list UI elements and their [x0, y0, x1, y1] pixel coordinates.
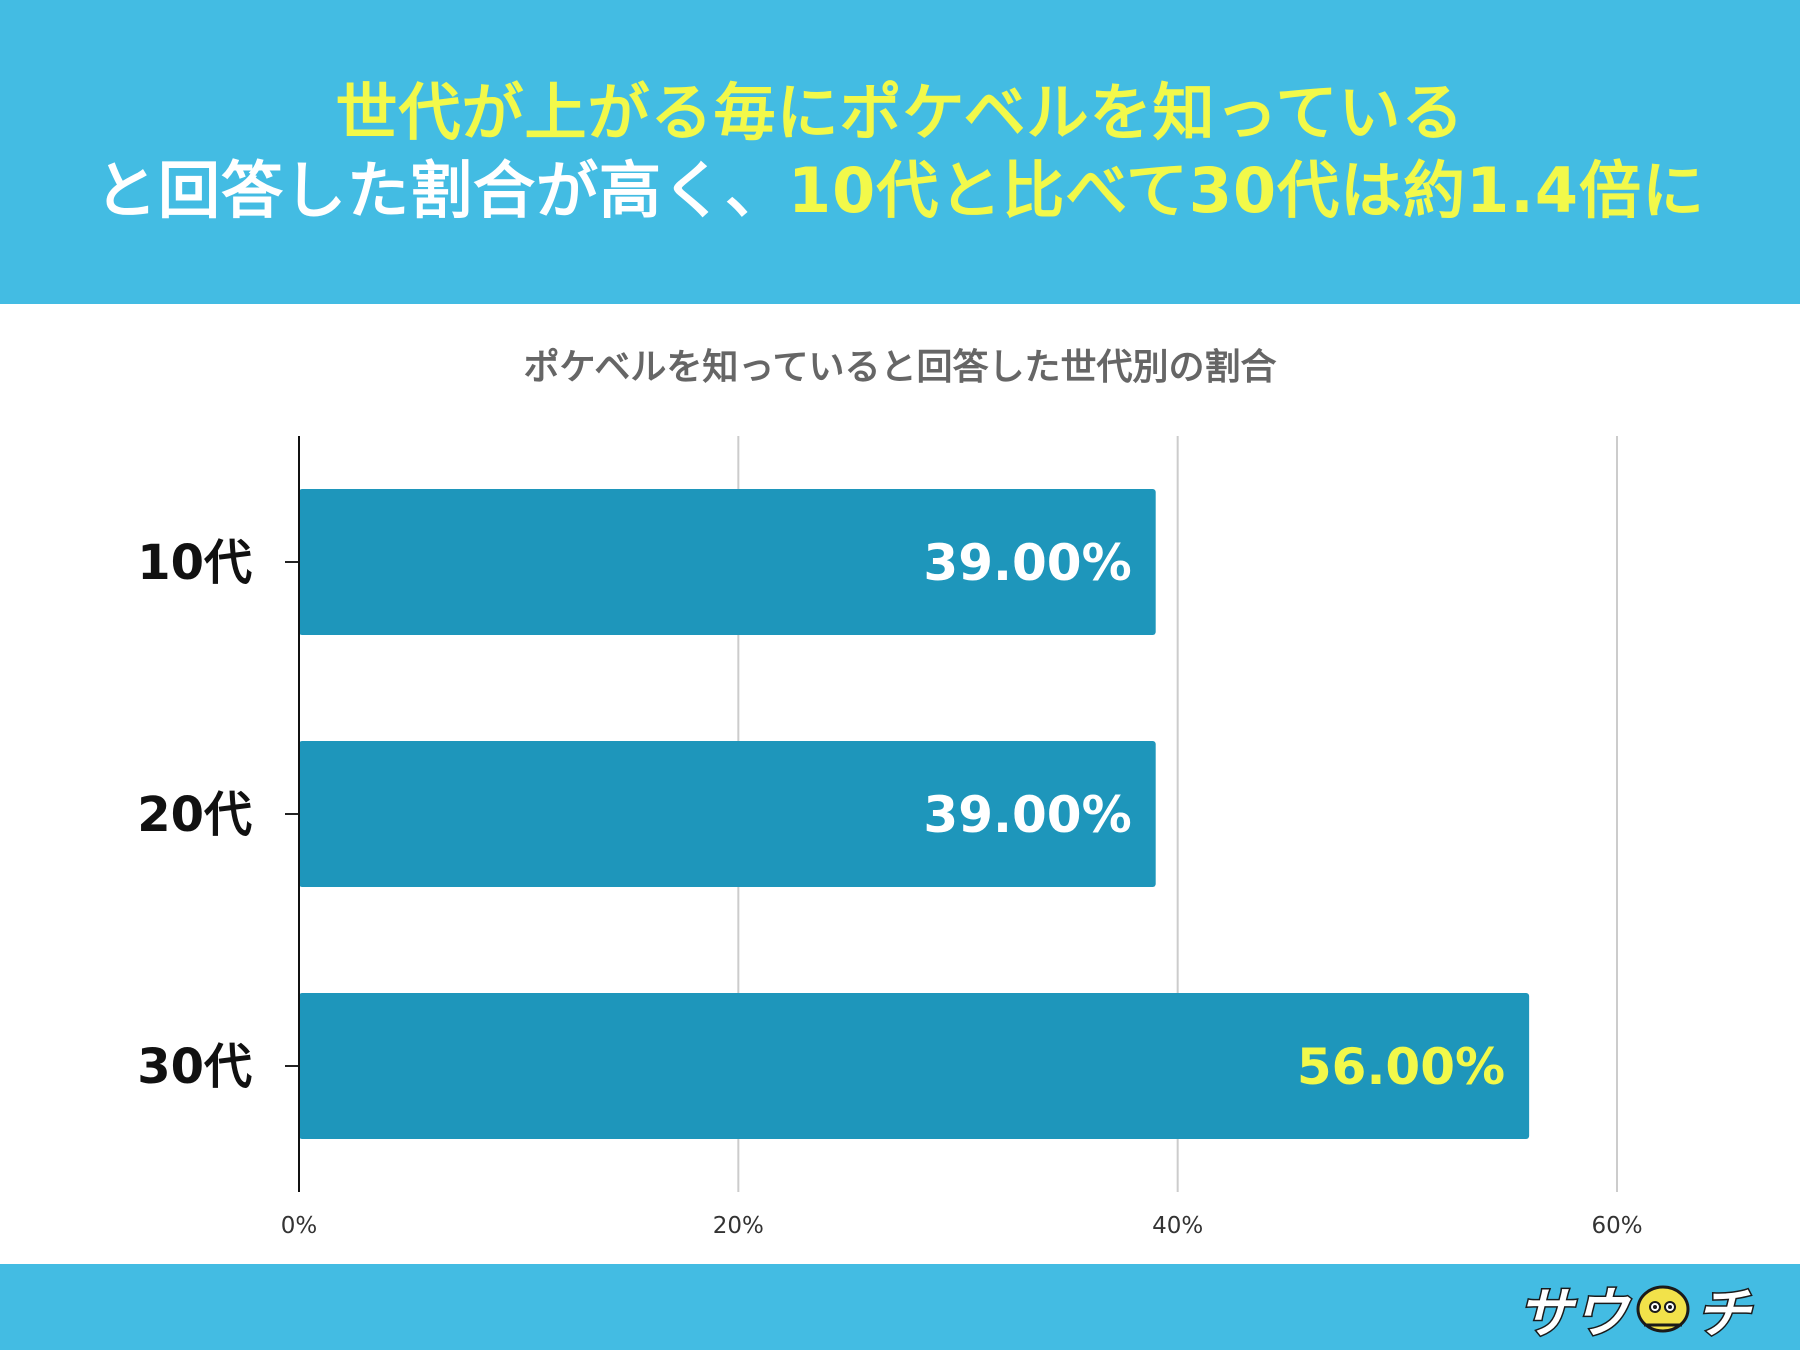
- headline-line-2: と回答した割合が高く、10代と比べて30代は約1.4倍に: [95, 152, 1705, 230]
- bar-chart: 0% 20% 40% 60% 39.00% 10代 39.00% 20代 56.00% 30代: [137, 436, 1643, 1239]
- bar-1: [299, 489, 1156, 635]
- bar-value-label: 39.00%: [923, 534, 1131, 592]
- headline-segment: 世代が上がる毎にポケベルを知っている: [335, 76, 1465, 149]
- bar-3: [299, 993, 1530, 1139]
- x-tick-label: 40%: [1152, 1213, 1203, 1239]
- bar-value-label: 56.00%: [1297, 1038, 1505, 1096]
- headline-segment: と回答した割合が高く、: [95, 154, 789, 227]
- headline-segment: 10代と比べて30代は約1.4倍に: [788, 154, 1705, 227]
- logo-text-right: チ: [1695, 1280, 1752, 1346]
- bar-value-label: 39.00%: [923, 786, 1131, 844]
- chart-title: ポケベルを知っていると回答した世代別の割合: [523, 347, 1277, 388]
- lantern-mascot-icon: [1636, 1285, 1690, 1333]
- category-label: 30代: [137, 1039, 252, 1095]
- headline-line-1: 世代が上がる毎にポケベルを知っている: [335, 74, 1464, 152]
- category-label: 20代: [137, 787, 252, 843]
- brand-logo: サウ チ: [1517, 1274, 1752, 1346]
- logo-text-left: サウ: [1517, 1280, 1630, 1346]
- bar-2: [299, 741, 1156, 887]
- x-tick-label: 20%: [713, 1213, 764, 1239]
- x-tick-label: 0%: [281, 1213, 318, 1239]
- x-tick-label: 60%: [1591, 1213, 1642, 1239]
- category-label: 10代: [137, 535, 252, 591]
- footer-banner: サウ チ: [0, 1264, 1800, 1350]
- header-banner: 世代が上がる毎にポケベルを知っている と回答した割合が高く、10代と比べて30代…: [0, 0, 1800, 304]
